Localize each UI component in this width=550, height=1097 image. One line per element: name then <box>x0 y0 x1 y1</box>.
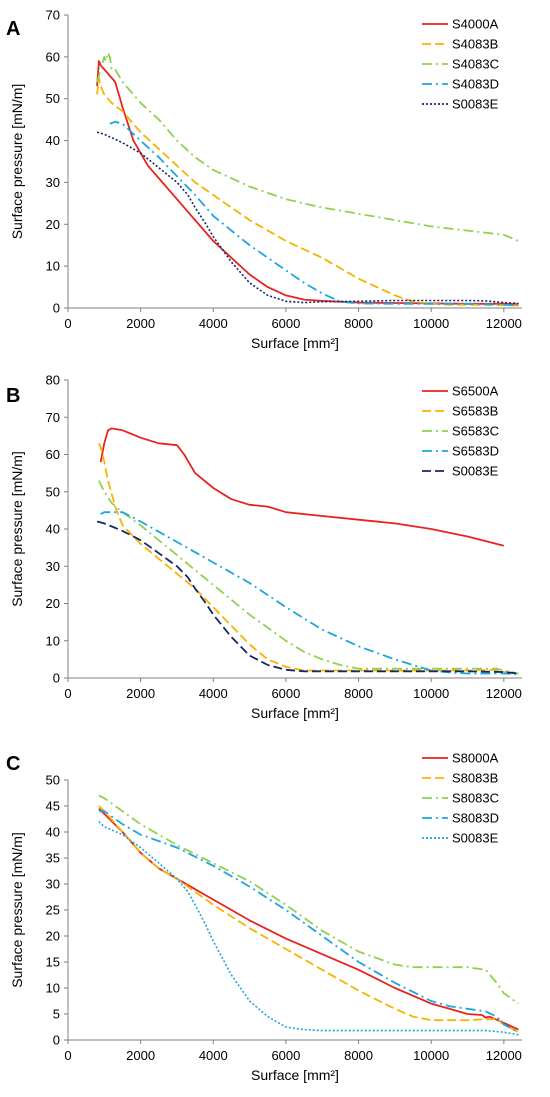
y-tick-label-C: 25 <box>46 903 60 918</box>
y-tick-label-C: 20 <box>46 929 60 944</box>
y-tick-label-A: 40 <box>46 133 60 148</box>
series-line-C-S8083D <box>98 810 519 1033</box>
series-line-C-S0083E <box>98 821 519 1036</box>
x-tick-label-C: 6000 <box>271 1048 300 1063</box>
x-tick-label-B: 0 <box>64 686 71 701</box>
x-tick-label-C: 10000 <box>413 1048 449 1063</box>
y-tick-label-A: 50 <box>46 91 60 106</box>
legend-label-C-S8083D: S8083D <box>452 811 499 826</box>
y-tick-label-B: 10 <box>46 633 60 648</box>
y-tick-label-C: 50 <box>46 773 60 788</box>
y-tick-label-A: 30 <box>46 175 60 190</box>
x-tick-label-A: 2000 <box>126 316 155 331</box>
x-tick-label-B: 6000 <box>271 686 300 701</box>
series-line-A-S4083B <box>96 76 519 307</box>
panel-letter-A: A <box>6 18 20 40</box>
x-tick-label-B: 12000 <box>486 686 522 701</box>
series-line-B-S6500A <box>99 427 505 547</box>
x-axis-title-C: Surface [mm²] <box>251 1067 339 1083</box>
y-tick-label-C: 35 <box>46 851 60 866</box>
legend-label-A-S4083B: S4083B <box>452 37 498 52</box>
y-tick-label-C: 15 <box>46 955 60 970</box>
y-tick-label-B: 70 <box>46 410 60 425</box>
series-line-A-S4083D <box>109 120 519 307</box>
y-tick-label-C: 0 <box>53 1033 60 1048</box>
x-tick-label-B: 4000 <box>199 686 228 701</box>
series-line-C-S8083C <box>98 794 519 1005</box>
x-axis-title-A: Surface [mm²] <box>251 335 339 351</box>
x-tick-label-C: 12000 <box>486 1048 522 1063</box>
x-tick-label-C: 4000 <box>199 1048 228 1063</box>
x-tick-label-C: 0 <box>64 1048 71 1063</box>
y-tick-label-A: 60 <box>46 49 60 64</box>
y-tick-label-C: 30 <box>46 877 60 892</box>
series-line-B-S0083E <box>96 520 519 675</box>
y-axis-title-B: Surface pressure [mN/m] <box>9 451 25 607</box>
panel-letter-C: C <box>6 753 20 775</box>
legend-label-B-S6583C: S6583C <box>452 424 499 439</box>
y-tick-label-B: 40 <box>46 522 60 537</box>
x-tick-label-A: 6000 <box>271 316 300 331</box>
legend-label-B-S6500A: S6500A <box>452 384 499 399</box>
x-tick-label-A: 8000 <box>344 316 373 331</box>
legend-label-A-S4083D: S4083D <box>452 77 499 92</box>
y-tick-label-A: 20 <box>46 217 60 232</box>
y-tick-label-B: 20 <box>46 596 60 611</box>
y-tick-label-A: 0 <box>53 301 60 316</box>
x-tick-label-C: 8000 <box>344 1048 373 1063</box>
series-line-A-S4083C <box>96 51 519 242</box>
legend-label-C-S8083B: S8083B <box>452 771 498 786</box>
y-tick-label-C: 40 <box>46 825 60 840</box>
series-line-B-S6583C <box>98 480 519 675</box>
series-line-B-S6583B <box>98 442 519 675</box>
y-tick-label-A: 70 <box>46 8 60 23</box>
y-tick-label-B: 60 <box>46 447 60 462</box>
x-tick-label-A: 10000 <box>413 316 449 331</box>
x-tick-label-B: 8000 <box>344 686 373 701</box>
x-tick-label-A: 0 <box>64 316 71 331</box>
x-tick-label-A: 4000 <box>199 316 228 331</box>
y-tick-label-B: 80 <box>46 373 60 388</box>
legend-label-A-S4083C: S4083C <box>452 57 499 72</box>
y-tick-label-B: 0 <box>53 671 60 686</box>
legend-label-B-S6583D: S6583D <box>452 444 499 459</box>
x-tick-label-B: 10000 <box>413 686 449 701</box>
y-tick-label-B: 50 <box>46 484 60 499</box>
series-line-B-S6583D <box>100 511 519 676</box>
y-tick-label-C: 5 <box>53 1007 60 1022</box>
y-tick-label-C: 10 <box>46 981 60 996</box>
series-line-A-S4000A <box>96 60 519 306</box>
y-tick-label-B: 30 <box>46 559 60 574</box>
legend-label-A-S0083E: S0083E <box>452 97 499 112</box>
y-axis-title-C: Surface pressure [mN/m] <box>9 832 25 988</box>
legend-label-C-S0083E: S0083E <box>452 831 499 846</box>
series-line-A-S0083E <box>96 131 519 305</box>
legend-label-A-S4000A: S4000A <box>452 17 499 32</box>
y-tick-label-C: 45 <box>46 799 60 814</box>
legend-label-C-S8083C: S8083C <box>452 791 499 806</box>
legend-label-C-S8000A: S8000A <box>452 751 499 766</box>
series-line-C-S8083B <box>98 805 519 1033</box>
panel-letter-B: B <box>6 385 20 407</box>
legend-label-B-S6583B: S6583B <box>452 404 498 419</box>
x-tick-label-C: 2000 <box>126 1048 155 1063</box>
legend-label-B-S0083E: S0083E <box>452 464 499 479</box>
x-tick-label-B: 2000 <box>126 686 155 701</box>
x-axis-title-B: Surface [mm²] <box>251 705 339 721</box>
x-tick-label-A: 12000 <box>486 316 522 331</box>
y-axis-title-A: Surface pressure [mN/m] <box>9 84 25 240</box>
y-tick-label-A: 10 <box>46 259 60 274</box>
